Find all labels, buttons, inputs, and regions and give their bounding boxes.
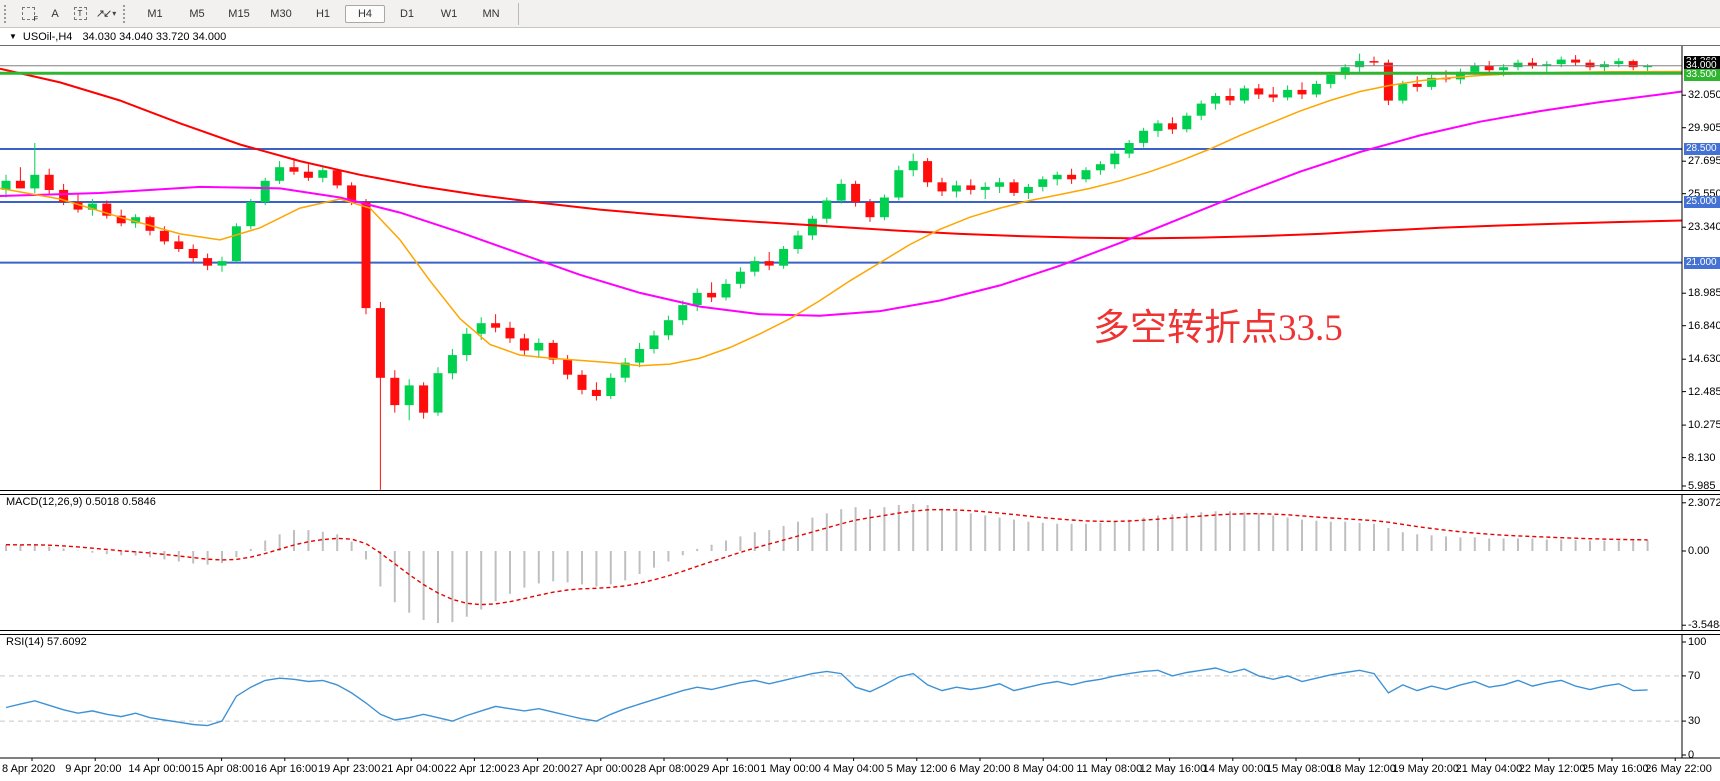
ma-slow-red-line[interactable] — [0, 67, 1683, 240]
timeframe-button-h4[interactable]: H4 — [345, 4, 385, 23]
toolbar-separator — [518, 2, 519, 25]
timeframe-button-d1[interactable]: D1 — [399, 7, 415, 20]
timeframe-button-h1[interactable]: H1 — [315, 7, 331, 20]
text-label-icon[interactable]: A — [51, 7, 58, 20]
timeframe-button-m15[interactable]: M15 — [228, 7, 250, 20]
macd-indicator-label: MACD(12,26,9) 0.5018 0.5846 — [6, 496, 156, 508]
arrange-scale-icon[interactable]: ↗↙ ▾ — [95, 8, 117, 20]
dropdown-caret-icon: ▾ — [112, 9, 117, 18]
rsi-line — [5, 667, 1648, 727]
text-box-icon[interactable]: T — [67, 3, 93, 24]
ma-mid-magenta-line[interactable] — [0, 90, 1683, 317]
snap-frame-icon[interactable]: F — [15, 3, 41, 24]
timeframe-group: M1 M5 M15 M30 H1 H4 D1 W1 MN — [134, 4, 512, 23]
ohlc-values-label: 34.030 34.040 33.720 34.000 — [82, 30, 227, 43]
toolbar: F A T ↗↙ ▾ M1 M5 M15 M30 H1 H4 D1 W1 MN — [0, 0, 1720, 28]
collapse-triangle-icon[interactable]: ▼ — [9, 32, 17, 41]
timeframe-button-w1[interactable]: W1 — [440, 7, 458, 20]
timeframe-button-m30[interactable]: M30 — [270, 7, 292, 20]
macd-signal-line — [5, 508, 1648, 606]
timeframe-button-m1[interactable]: M1 — [147, 7, 163, 20]
timeframe-button-mn[interactable]: MN — [482, 7, 500, 20]
chart-annotation-text: 多空转折点33.5 — [1093, 308, 1343, 349]
toolbar-grip-handle[interactable] — [4, 4, 9, 23]
timeframe-grip-handle[interactable] — [123, 4, 128, 23]
timeframe-button-m5[interactable]: M5 — [189, 7, 205, 20]
macd-histogram — [5, 504, 1649, 624]
ma-fast-orange-line[interactable] — [0, 70, 1683, 367]
drawing-tools-group: F A T ↗↙ ▾ — [15, 3, 119, 24]
candlestick-series — [1, 53, 1653, 490]
macd-panel-separator[interactable] — [0, 490, 1720, 495]
rsi-panel-separator[interactable] — [0, 630, 1720, 635]
chart-title-bar: ▼ USOil-,H4 34.030 34.040 33.720 34.000 — [0, 28, 1720, 46]
symbol-period-label: USOil-,H4 — [22, 30, 73, 43]
rsi-indicator-label: RSI(14) 57.6092 — [6, 636, 87, 648]
